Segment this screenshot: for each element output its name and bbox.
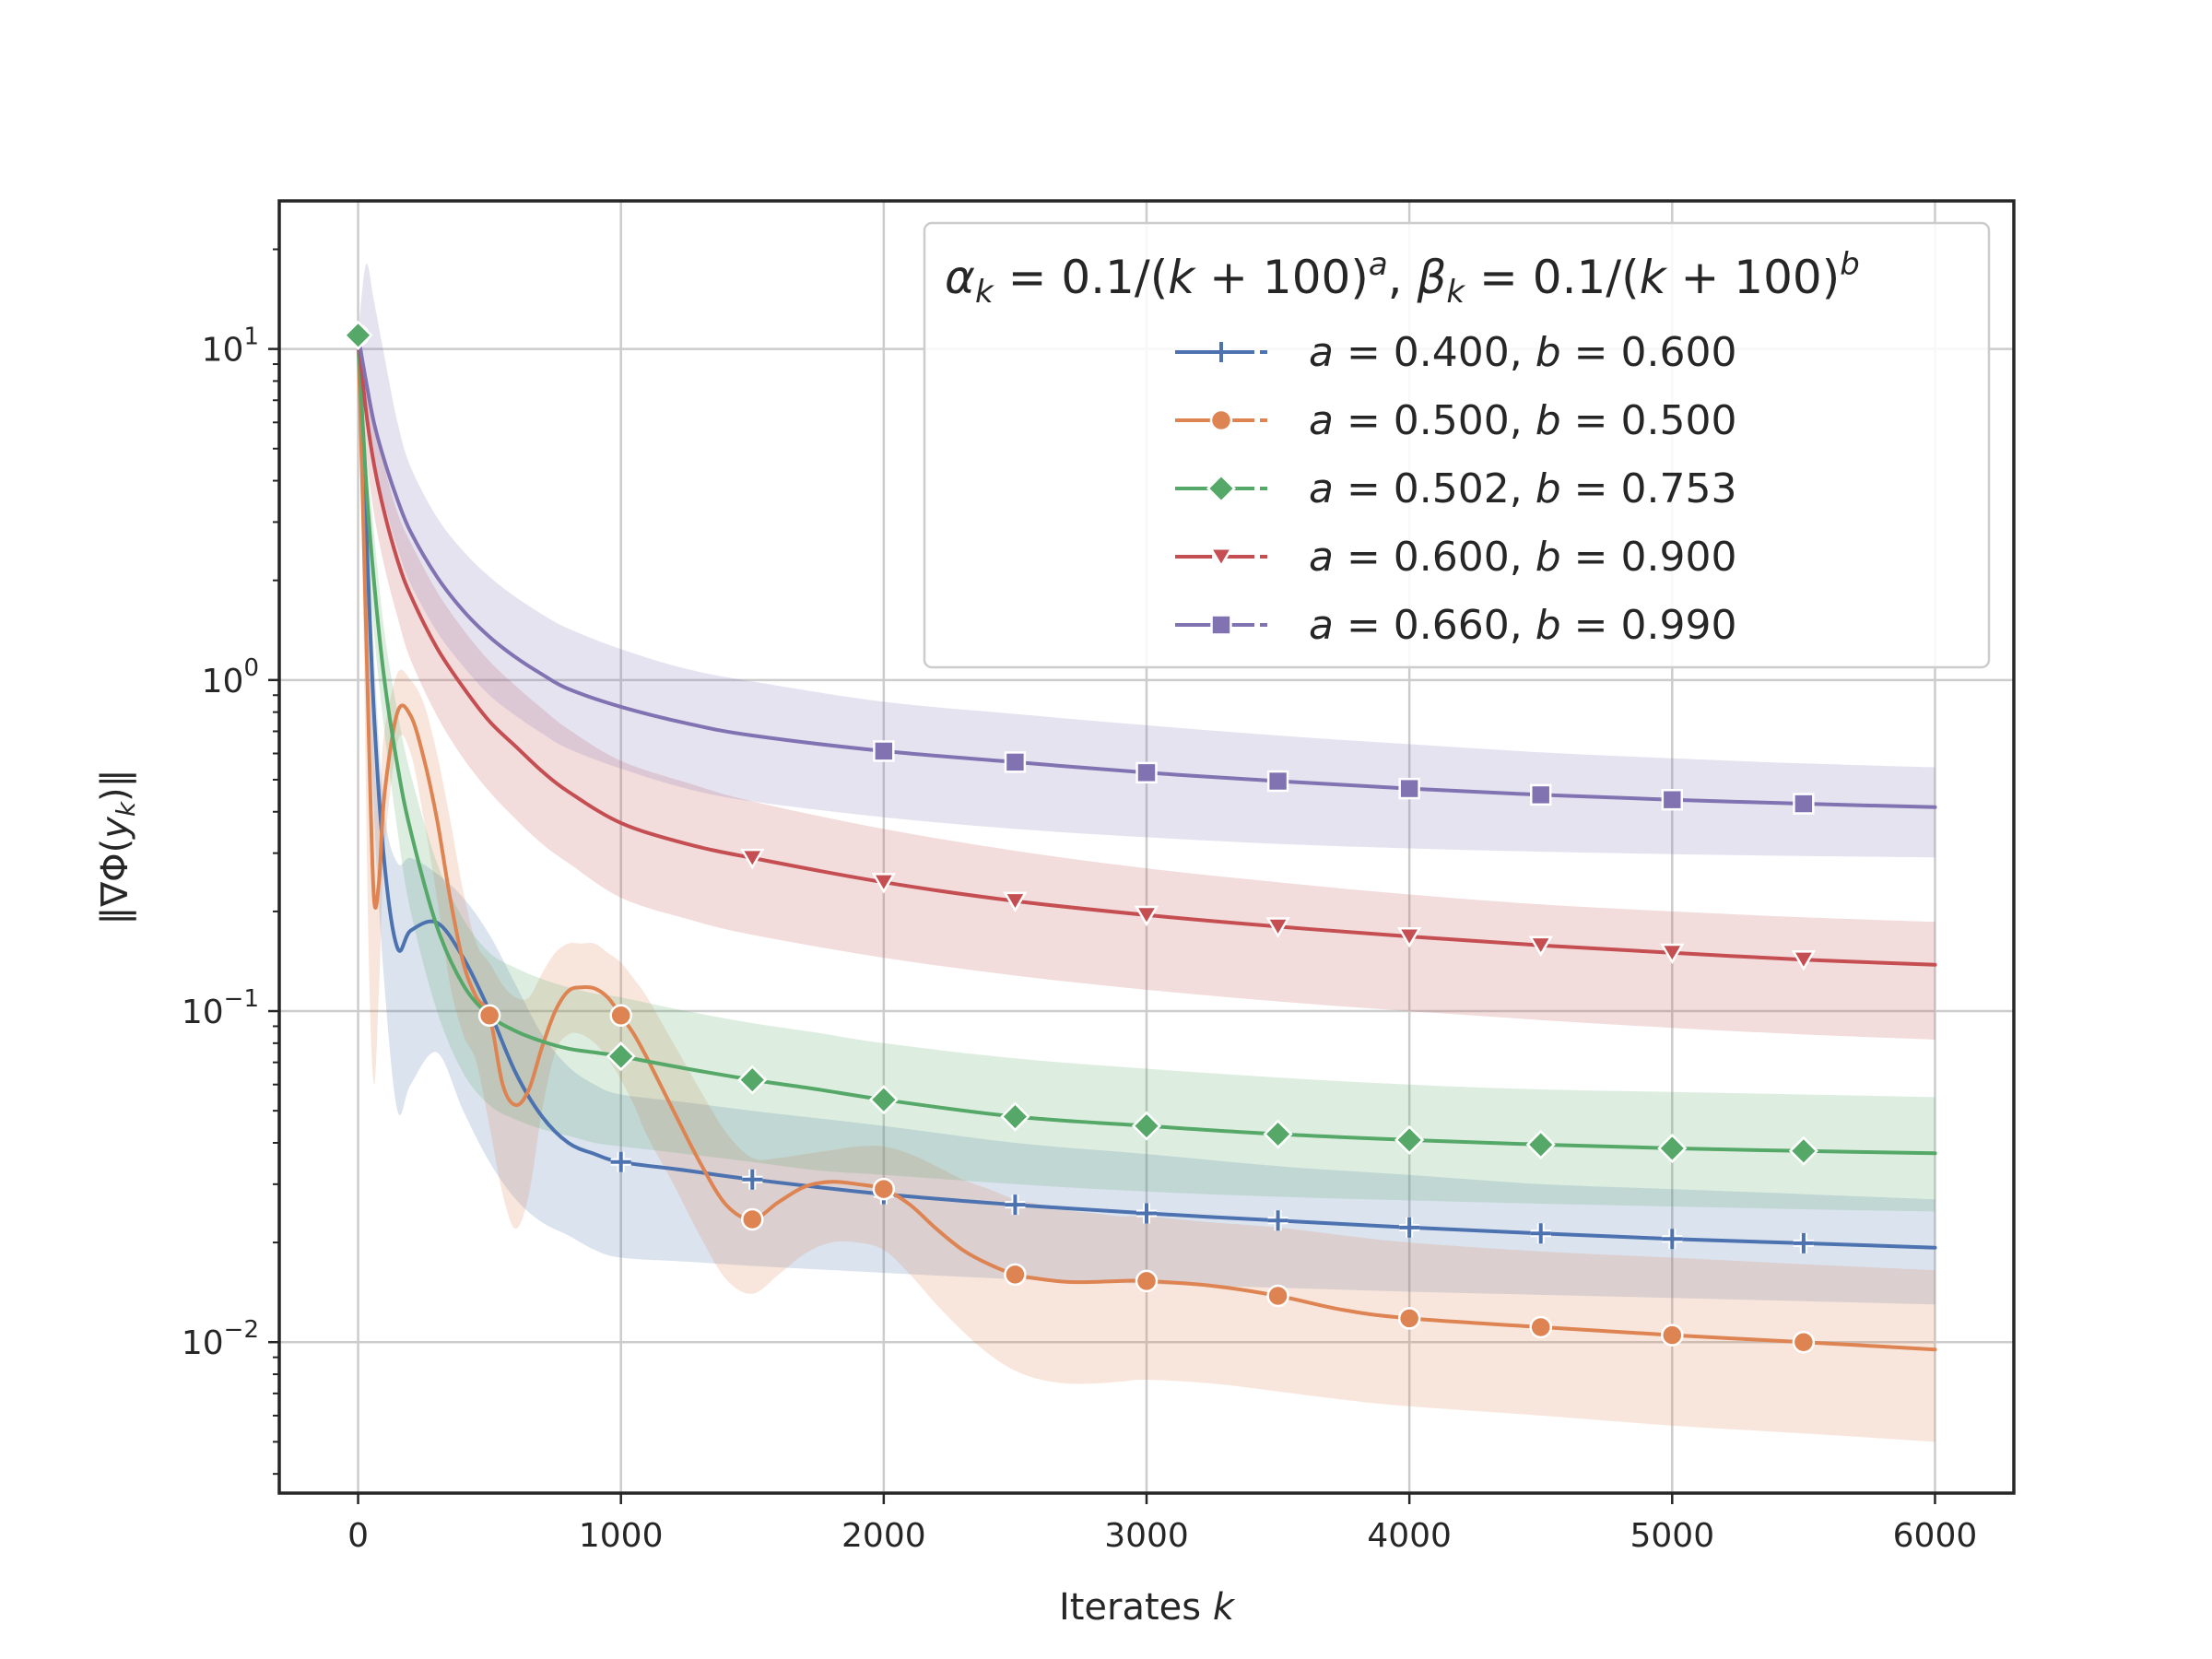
x-axis-title: Iterates k (1059, 1586, 1236, 1629)
data-point (609, 1004, 632, 1028)
confidence-band (358, 335, 1936, 1305)
legend-label: a = 0.600, b = 0.900 (1309, 534, 1737, 581)
legend-title: αk = 0.1/(k + 100)a, βk = 0.1/(k + 100)b (945, 246, 1860, 311)
series-line (356, 333, 1937, 967)
x-tick-label: 3000 (1104, 1517, 1189, 1555)
legend-label: a = 0.500, b = 0.500 (1309, 397, 1737, 444)
data-point (1399, 1217, 1420, 1238)
data-point (1788, 1135, 1818, 1166)
data-point (868, 1085, 899, 1115)
data-point (872, 1177, 896, 1201)
data-point (1134, 905, 1159, 927)
data-point (1661, 788, 1684, 811)
legend-label: a = 0.660, b = 0.990 (1309, 602, 1737, 649)
x-tick-label: 5000 (1630, 1517, 1714, 1555)
data-point (1265, 917, 1290, 938)
series-line (356, 333, 1937, 1156)
data-point (740, 848, 765, 870)
data-point (1263, 1119, 1293, 1149)
legend-entry: a = 0.500, b = 0.500 (1175, 397, 1737, 444)
legend-entry: a = 0.502, b = 0.753 (1175, 465, 1737, 512)
data-point (1793, 1232, 1814, 1253)
y-tick-label: 100 (202, 654, 259, 700)
data-point (873, 740, 895, 762)
data-point (477, 1004, 501, 1028)
data-point (742, 1169, 763, 1190)
x-tick-label: 1000 (579, 1517, 664, 1555)
data-point (1135, 761, 1158, 784)
y-axis-title: ‖∇Φ(yk)‖ (94, 769, 141, 924)
data-point (1211, 342, 1231, 362)
data-point (737, 1065, 768, 1095)
series-markers (343, 320, 1818, 1354)
confidence-band (358, 264, 1936, 858)
data-point (1206, 473, 1237, 504)
x-tick-label: 4000 (1367, 1517, 1452, 1555)
data-point (1530, 783, 1552, 806)
data-point (1004, 1263, 1027, 1287)
data-point (343, 320, 373, 350)
legend-entry: a = 0.600, b = 0.900 (1175, 534, 1737, 581)
data-point (1266, 770, 1289, 793)
data-point (1005, 1194, 1026, 1216)
confidence-band (358, 335, 1936, 1212)
y-tick-label: 101 (202, 324, 259, 370)
data-point (1131, 1111, 1162, 1141)
x-tick-label: 0 (347, 1517, 369, 1555)
data-point (1792, 1330, 1816, 1354)
legend-entries: a = 0.400, b = 0.600 a = 0.500, b = 0.500… (1175, 329, 1737, 649)
data-point (1267, 1210, 1288, 1231)
legend-label: a = 0.502, b = 0.753 (1309, 465, 1737, 512)
y-tick-label: 10−2 (182, 1316, 259, 1362)
data-point (1530, 1223, 1551, 1244)
data-point (1528, 935, 1553, 958)
data-point (1396, 927, 1422, 948)
x-tick-label: 2000 (841, 1517, 926, 1555)
data-point (1266, 1284, 1289, 1308)
legend-label: a = 0.400, b = 0.600 (1309, 329, 1737, 376)
data-point (1662, 1229, 1683, 1250)
data-point (1394, 1124, 1425, 1155)
data-point (741, 1207, 764, 1231)
legend-entry: a = 0.400, b = 0.600 (1175, 329, 1737, 376)
data-point (1793, 793, 1815, 815)
data-point (606, 1041, 636, 1072)
data-point (1660, 943, 1685, 965)
x-tick-label: 6000 (1893, 1517, 1978, 1555)
y-tick-label: 10−1 (182, 985, 259, 1031)
data-point (871, 873, 897, 894)
data-point (610, 1151, 631, 1172)
data-point (1136, 1203, 1157, 1224)
legend-entry: a = 0.660, b = 0.990 (1175, 602, 1737, 649)
data-point (1210, 614, 1232, 636)
data-point (1398, 777, 1420, 800)
series-line (356, 333, 1937, 1352)
data-point (1661, 1324, 1684, 1347)
data-point (1525, 1129, 1556, 1159)
data-point (1529, 1315, 1552, 1339)
data-point (1397, 1307, 1421, 1330)
axis-ticks: 0 1000 2000 3000 4000 5000 6000 101 100 10−1 10−2 (182, 248, 1978, 1555)
series-line (356, 333, 1937, 809)
data-point (1004, 751, 1027, 773)
data-point (1791, 950, 1817, 971)
data-point (1208, 547, 1234, 569)
legend: αk = 0.1/(k + 100)a, βk = 0.1/(k + 100)b… (923, 221, 1991, 669)
data-point (1003, 891, 1028, 912)
data-point (1000, 1101, 1030, 1132)
data-point (1209, 408, 1233, 432)
data-point (1657, 1133, 1688, 1163)
confidence-band (358, 335, 1936, 1442)
data-point (1135, 1269, 1159, 1293)
grid (279, 201, 2014, 1493)
